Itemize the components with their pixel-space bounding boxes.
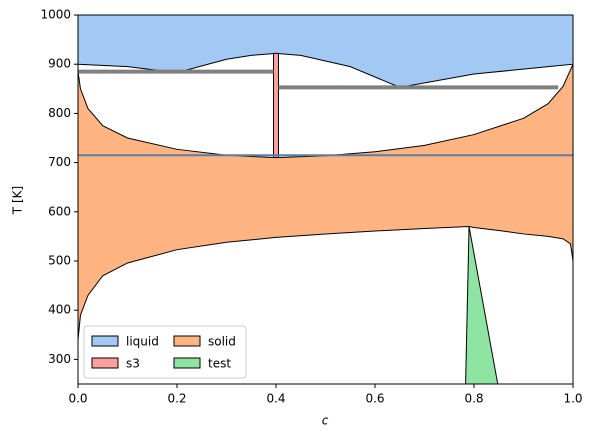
legend-swatch	[91, 335, 119, 347]
region	[77, 14, 574, 88]
legend-swatch	[91, 357, 119, 369]
x-tick-label: 0.8	[464, 392, 483, 406]
y-tick-label: 900	[48, 57, 71, 71]
x-tick-label: 1.0	[563, 392, 582, 406]
region	[465, 226, 499, 385]
region	[77, 63, 574, 340]
plot-frame	[77, 14, 574, 385]
y-tick-label: 600	[48, 204, 71, 218]
y-tick-label: 400	[48, 303, 71, 317]
x-tick-label: 0.6	[365, 392, 384, 406]
y-axis-label: T [K]	[11, 186, 25, 215]
legend-swatch	[173, 357, 201, 369]
x-tick-label: 0.2	[167, 392, 186, 406]
legend-box	[83, 325, 247, 379]
legend-label: liquid	[126, 335, 159, 349]
y-tick-label: 1000	[40, 8, 71, 22]
y-tick-label: 500	[48, 254, 71, 268]
legend-label: test	[208, 357, 231, 371]
legend-label: solid	[208, 335, 236, 349]
x-tick-label: 0.0	[68, 392, 87, 406]
y-tick-label: 800	[48, 106, 71, 120]
legend-swatch	[173, 335, 201, 347]
region	[273, 52, 279, 159]
x-axis-label: c	[322, 414, 329, 428]
legend-label: s3	[126, 357, 140, 371]
y-tick-label: 700	[48, 155, 71, 169]
y-tick-label: 300	[48, 352, 71, 366]
x-tick-label: 0.4	[266, 392, 285, 406]
